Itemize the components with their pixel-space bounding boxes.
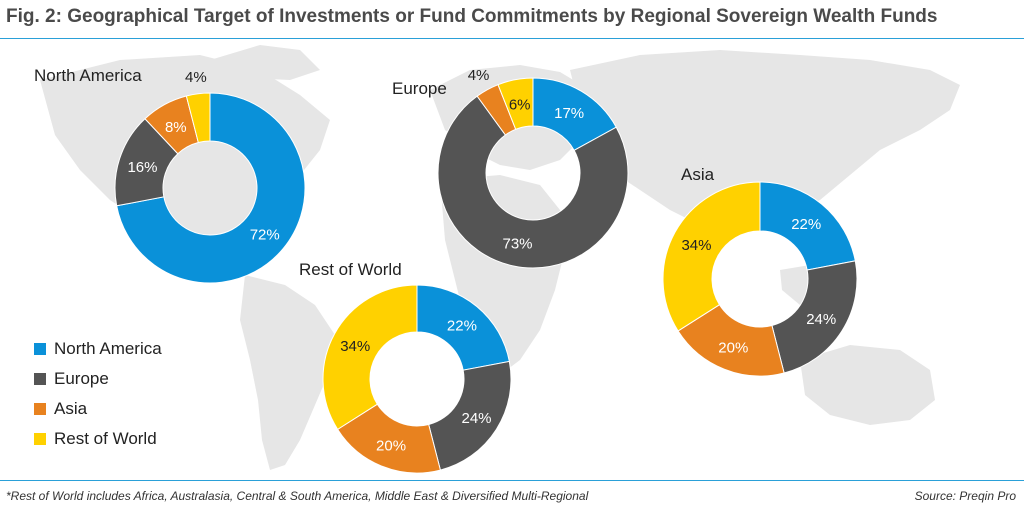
data-label-europe-rest-of-world: 6% xyxy=(509,96,531,113)
legend-swatch xyxy=(34,373,46,385)
legend-label: Europe xyxy=(54,369,109,388)
chart-title: Fig. 2: Geographical Target of Investmen… xyxy=(6,6,938,27)
slice-rest-of-world-europe xyxy=(428,360,512,471)
chart-label-europe: Europe xyxy=(392,79,447,98)
legend: North America Europe Asia Rest of World xyxy=(34,334,162,454)
legend-label: Rest of World xyxy=(54,429,157,448)
data-label-asia-north-america: 22% xyxy=(791,216,821,233)
slice-rest-of-world-rest-of-world xyxy=(322,284,418,431)
slice-rest-of-world-north-america xyxy=(416,284,510,371)
title-divider xyxy=(0,38,1024,39)
data-label-asia-asia: 20% xyxy=(718,339,748,356)
source-note: Source: Preqin Pro xyxy=(914,489,1016,503)
slice-asia-rest-of-world xyxy=(662,181,761,332)
data-label-rest-of-world-asia: 20% xyxy=(376,438,406,455)
data-label-rest-of-world-rest-of-world: 34% xyxy=(340,338,370,355)
footnote: *Rest of World includes Africa, Australa… xyxy=(6,489,589,503)
chart-label-rest-of-world: Rest of World xyxy=(299,260,402,279)
legend-label: North America xyxy=(54,339,162,358)
legend-item-asia: Asia xyxy=(34,394,162,424)
data-label-north-america-north-america: 72% xyxy=(250,226,280,243)
legend-swatch xyxy=(34,403,46,415)
data-label-rest-of-world-north-america: 22% xyxy=(447,318,477,335)
chart-label-asia: Asia xyxy=(681,165,715,184)
data-label-rest-of-world-europe: 24% xyxy=(462,410,492,427)
footer-divider xyxy=(0,480,1024,481)
legend-swatch xyxy=(34,343,46,355)
data-label-europe-asia: 4% xyxy=(468,67,490,84)
data-label-asia-rest-of-world: 34% xyxy=(681,237,711,254)
slice-asia-europe xyxy=(771,260,858,374)
chart-label-north-america: North America xyxy=(34,66,142,85)
slice-europe-europe xyxy=(437,95,629,269)
slice-europe-rest-of-world xyxy=(497,77,534,130)
legend-item-north-america: North America xyxy=(34,334,162,364)
data-label-north-america-asia: 8% xyxy=(165,119,187,136)
legend-item-europe: Europe xyxy=(34,364,162,394)
data-label-north-america-europe: 16% xyxy=(127,159,157,176)
data-label-europe-north-america: 17% xyxy=(554,105,584,122)
legend-swatch xyxy=(34,433,46,445)
data-label-north-america-rest-of-world: 4% xyxy=(185,69,207,86)
legend-label: Asia xyxy=(54,399,88,418)
slice-north-america-rest-of-world xyxy=(185,92,211,144)
slice-asia-north-america xyxy=(759,181,856,271)
legend-item-rest-of-world: Rest of World xyxy=(34,424,162,454)
data-label-asia-europe: 24% xyxy=(806,311,836,328)
data-label-europe-europe: 73% xyxy=(502,235,532,252)
slice-north-america-north-america xyxy=(116,92,306,284)
